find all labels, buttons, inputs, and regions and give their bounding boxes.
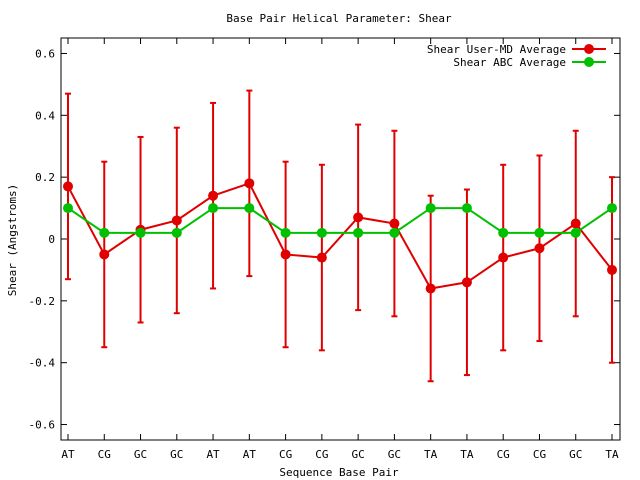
data-point	[498, 227, 509, 238]
series-line	[67, 207, 613, 234]
x-tick-label: CG	[279, 448, 292, 461]
series-1	[63, 89, 617, 383]
series-2	[63, 203, 617, 238]
data-point	[570, 218, 581, 229]
x-tick-label: GC	[134, 448, 147, 461]
data-point	[607, 203, 617, 214]
data-point	[316, 252, 327, 263]
data-point	[208, 190, 219, 201]
x-tick-label: AT	[206, 448, 220, 461]
data-point	[607, 264, 617, 275]
data-point	[353, 212, 364, 223]
data-point	[389, 218, 400, 229]
data-point	[244, 203, 255, 214]
x-tick-label: AT	[61, 448, 75, 461]
y-axis-label: Shear (Angstroms)	[6, 184, 19, 297]
x-tick-label: CG	[533, 448, 546, 461]
data-point	[244, 178, 255, 189]
data-point	[498, 252, 509, 263]
y-tick-label: 0	[48, 233, 55, 246]
data-point	[534, 243, 545, 254]
data-point	[63, 203, 73, 214]
x-tick-label: AT	[243, 448, 257, 461]
data-point	[99, 227, 110, 238]
data-point	[461, 203, 472, 214]
data-point	[171, 227, 182, 238]
legend-marker	[584, 44, 594, 54]
y-tick-label: 0.2	[35, 171, 55, 184]
x-tick-label: GC	[388, 448, 401, 461]
y-tick-label: -0.6	[29, 419, 56, 432]
y-tick-label: -0.4	[29, 357, 56, 370]
data-point	[280, 249, 291, 260]
x-tick-label: CG	[98, 448, 111, 461]
data-point	[425, 283, 436, 294]
y-tick-label: 0.4	[35, 109, 55, 122]
x-tick-label: TA	[605, 448, 619, 461]
data-point	[99, 249, 110, 260]
x-tick-label: GC	[352, 448, 365, 461]
data-point	[135, 227, 146, 238]
x-tick-label: TA	[424, 448, 438, 461]
data-point	[171, 215, 182, 226]
y-tick-label: -0.2	[29, 295, 56, 308]
data-point	[208, 203, 219, 214]
data-point	[425, 203, 436, 214]
data-point	[63, 181, 73, 192]
data-point	[534, 227, 545, 238]
y-tick-label: 0.6	[35, 47, 55, 60]
x-tick-label: GC	[569, 448, 582, 461]
chart-title: Base Pair Helical Parameter: Shear	[226, 12, 452, 25]
data-point	[461, 277, 472, 288]
data-point	[570, 227, 581, 238]
legend-marker	[584, 57, 594, 67]
x-tick-label: CG	[497, 448, 510, 461]
x-tick-label: TA	[460, 448, 474, 461]
series-line	[67, 182, 613, 290]
data-point	[316, 227, 327, 238]
x-axis-label: Sequence Base Pair	[279, 466, 399, 479]
legend-label: Shear ABC Average	[453, 56, 566, 69]
data-point	[353, 227, 364, 238]
data-point	[280, 227, 291, 238]
plot-area: -0.6 -0.4 -0.2 0 0.2 0.4 0.6 AT CG GC GC AT AT CG CG GC…	[29, 37, 621, 461]
legend-label: Shear User-MD Average	[427, 43, 566, 56]
data-point	[389, 227, 400, 238]
x-tick-label: GC	[170, 448, 183, 461]
x-tick-label: CG	[315, 448, 328, 461]
plot-frame	[60, 37, 621, 441]
